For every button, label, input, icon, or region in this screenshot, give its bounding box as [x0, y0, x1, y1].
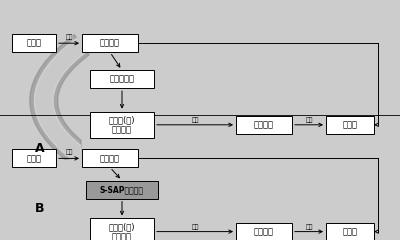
- Text: 决选: 决选: [305, 224, 313, 230]
- Text: 复选: 复选: [191, 117, 199, 123]
- Text: A: A: [35, 142, 45, 155]
- Text: 初选优株: 初选优株: [100, 39, 120, 48]
- Text: 生产园: 生产园: [26, 154, 42, 163]
- FancyBboxPatch shape: [82, 149, 138, 168]
- FancyBboxPatch shape: [326, 116, 374, 134]
- FancyBboxPatch shape: [90, 70, 154, 88]
- Text: 选种园(园)
多点试栽: 选种园(园) 多点试栽: [109, 222, 135, 240]
- FancyBboxPatch shape: [82, 34, 138, 52]
- Text: 初选: 初选: [65, 34, 73, 40]
- Text: S-SAP分子鉴定: S-SAP分子鉴定: [100, 185, 144, 194]
- Text: B: B: [35, 202, 45, 215]
- Text: 决选: 决选: [305, 117, 313, 123]
- FancyBboxPatch shape: [86, 180, 158, 199]
- Text: 初选: 初选: [65, 150, 73, 155]
- Text: 新品种: 新品种: [342, 227, 358, 236]
- FancyBboxPatch shape: [90, 218, 154, 240]
- FancyBboxPatch shape: [90, 112, 154, 138]
- Text: 初选优株: 初选优株: [100, 154, 120, 163]
- Text: 入选品系: 入选品系: [254, 120, 274, 129]
- FancyBboxPatch shape: [326, 223, 374, 240]
- Text: 复选: 复选: [191, 224, 199, 230]
- Text: 高接鉴定园: 高接鉴定园: [110, 75, 134, 84]
- FancyArrowPatch shape: [34, 38, 87, 158]
- Text: 入选品系: 入选品系: [254, 227, 274, 236]
- Text: 选种园(园)
多点试栽: 选种园(园) 多点试栽: [109, 115, 135, 134]
- FancyBboxPatch shape: [12, 34, 56, 52]
- FancyArrowPatch shape: [30, 35, 89, 160]
- Text: 生产园: 生产园: [26, 39, 42, 48]
- FancyBboxPatch shape: [12, 149, 56, 168]
- FancyBboxPatch shape: [236, 116, 292, 134]
- Text: 新品种: 新品种: [342, 120, 358, 129]
- FancyBboxPatch shape: [236, 223, 292, 240]
